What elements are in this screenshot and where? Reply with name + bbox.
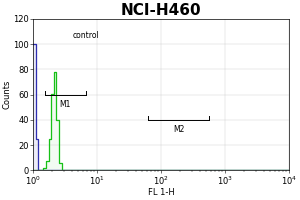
- Text: M2: M2: [173, 125, 184, 134]
- Text: M1: M1: [59, 100, 71, 109]
- Text: control: control: [73, 31, 100, 40]
- Title: NCI-H460: NCI-H460: [121, 3, 201, 18]
- X-axis label: FL 1-H: FL 1-H: [148, 188, 175, 197]
- Y-axis label: Counts: Counts: [3, 80, 12, 109]
